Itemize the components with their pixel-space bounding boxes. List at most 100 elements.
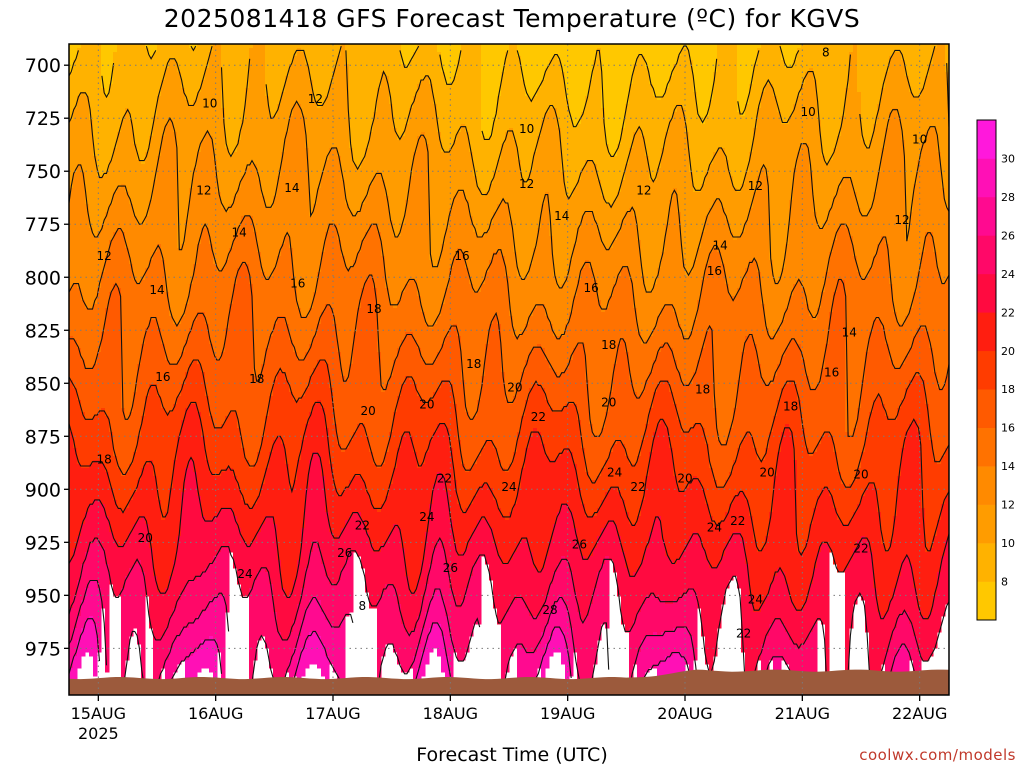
contour-line-8 [516, 45, 718, 157]
temperature-band-cell [365, 44, 370, 149]
temperature-band-cell [853, 548, 858, 605]
temperature-band-cell [333, 148, 338, 225]
temperature-band-cell [341, 528, 346, 569]
temperature-band-cell [373, 508, 378, 553]
temperature-band-cell [409, 436, 414, 593]
temperature-band-cell [105, 416, 110, 473]
temperature-band-cell [641, 440, 646, 501]
temperature-band-cell [369, 500, 374, 545]
temperature-band-cell [473, 464, 478, 497]
temperature-band-cell [525, 448, 530, 541]
temperature-band-cell [197, 244, 202, 313]
temperature-band-cell [109, 292, 114, 433]
x-axis-label: Forecast Time (UTC) [416, 744, 608, 766]
temperature-band-cell [469, 284, 474, 421]
contour-label: 14 [149, 283, 164, 297]
temperature-band-cell [489, 528, 494, 581]
temperature-band-cell [665, 656, 670, 681]
temperature-band-cell [385, 44, 390, 77]
temperature-band-cell [321, 612, 326, 645]
temperature-band-cell [677, 628, 682, 653]
temperature-band-cell [285, 640, 290, 673]
temperature-band-cell [533, 248, 538, 309]
temperature-band-cell [293, 288, 298, 353]
temperature-band-cell [461, 44, 466, 125]
temperature-band-cell [541, 608, 546, 633]
temperature-band-cell [653, 520, 658, 597]
temperature-band-cell [69, 120, 74, 189]
temperature-band-cell [349, 552, 354, 613]
temperature-band-cell [665, 304, 670, 345]
temperature-band-cell [593, 280, 598, 437]
temperature-band-cell [397, 604, 402, 665]
contour-label: 16 [583, 281, 598, 295]
temperature-band-cell [309, 308, 314, 345]
temperature-band-cell [357, 212, 362, 253]
temperature-band-cell [69, 380, 74, 433]
temperature-band-cell [657, 384, 662, 425]
temperature-band-cell [325, 364, 330, 429]
temperature-band-cell [177, 636, 182, 665]
temperature-band-cell [865, 216, 870, 277]
temperature-band-cell [609, 248, 614, 297]
temperature-band-cell [305, 148, 310, 317]
temperature-band-cell [881, 236, 886, 329]
temperature-band-cell [677, 600, 682, 629]
temperature-band-cell [873, 588, 878, 689]
temperature-band-cell [417, 44, 422, 85]
temperature-band-cell [481, 136, 486, 197]
temperature-band-cell [113, 232, 118, 285]
temperature-band-cell [77, 48, 82, 97]
temperature-band-cell [889, 540, 894, 601]
temperature-band-cell [93, 540, 98, 581]
colorbar-tick-label: 14 [1001, 460, 1015, 473]
temperature-band-cell [277, 44, 282, 105]
temperature-band-cell [781, 356, 786, 389]
temperature-band-cell [477, 188, 482, 237]
temperature-band-cell [597, 300, 602, 437]
temperature-band-cell [909, 308, 914, 349]
y-tick-label: 875 [25, 426, 61, 448]
temperature-band-cell [649, 84, 654, 181]
temperature-band-cell [313, 540, 318, 597]
temperature-band-cell [593, 60, 598, 165]
temperature-band-cell [93, 580, 98, 625]
temperature-band-cell [673, 44, 678, 65]
colorbar-segment [977, 312, 996, 352]
temperature-band-cell [193, 168, 198, 265]
temperature-band-cell [217, 192, 222, 273]
temperature-band-cell [809, 456, 814, 525]
temperature-band-cell [197, 44, 202, 93]
contour-label: 24 [607, 465, 622, 479]
temperature-band-cell [817, 120, 822, 229]
temperature-band-cell [241, 540, 246, 597]
temperature-band-cell [121, 544, 126, 589]
temperature-band-cell [869, 44, 874, 141]
temperature-band-cell [857, 44, 862, 93]
temperature-band-cell [709, 468, 714, 517]
temperature-band-cell [641, 136, 646, 277]
temperature-band-cell [321, 564, 326, 613]
temperature-band-cell [105, 516, 110, 565]
temperature-band-cell [129, 464, 134, 501]
temperature-band-cell [405, 44, 410, 69]
temperature-band-cell [101, 44, 106, 89]
temperature-band-cell [717, 200, 722, 253]
temperature-band-cell [793, 644, 798, 677]
temperature-band-cell [485, 272, 490, 345]
temperature-band-cell [781, 624, 786, 661]
temperature-band-cell [361, 480, 366, 521]
temperature-band-cell [301, 316, 306, 361]
temperature-band-cell [561, 284, 566, 337]
temperature-band-cell [665, 380, 670, 429]
colorbar-tick-label: 20 [1001, 345, 1015, 358]
temperature-band-cell [217, 476, 222, 513]
temperature-band-cell [749, 436, 754, 517]
temperature-band-cell [281, 444, 286, 589]
y-tick-label: 825 [25, 320, 61, 342]
temperature-band-cell [725, 480, 730, 513]
temperature-band-cell [897, 52, 902, 117]
temperature-band-cell [77, 96, 82, 165]
temperature-band-cell [449, 448, 454, 521]
temperature-band-cell [193, 360, 198, 405]
